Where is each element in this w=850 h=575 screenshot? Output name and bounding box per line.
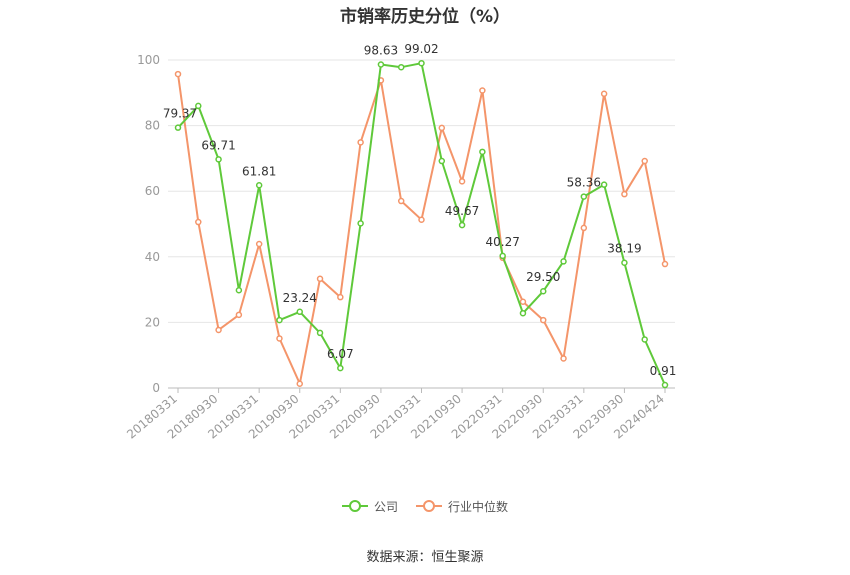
company-point <box>418 59 425 67</box>
industry-median-point <box>276 335 283 342</box>
company-point <box>438 157 446 165</box>
company-point <box>316 329 324 337</box>
company-point <box>499 252 506 260</box>
legend: 公司 行业中位数 <box>0 496 850 516</box>
y-tick-label: 100 <box>137 53 160 67</box>
data-label-layer: 79.37 69.71 61.81 23.24 6.07 98.63 99.02 49.67 4… <box>163 42 677 378</box>
industry-median-point <box>519 298 527 305</box>
company-point <box>519 309 527 317</box>
company-point <box>195 102 202 110</box>
industry-median-point <box>661 260 669 268</box>
legend-marker-company <box>341 500 368 512</box>
industry-median-point <box>418 216 425 223</box>
company-series-line <box>177 62 666 386</box>
company-point <box>235 287 243 294</box>
company-point <box>276 316 283 324</box>
industry-median-point <box>215 326 222 334</box>
axis-layer: 0204060801002018033120180930201903312019… <box>124 53 675 442</box>
y-tick-label: 40 <box>145 250 160 264</box>
company-point <box>621 259 628 266</box>
data-label: 40.27 <box>485 235 519 249</box>
industry-median-point <box>438 124 446 132</box>
data-source-note: 数据来源：恒生聚源 <box>366 550 484 565</box>
industry-median-point <box>174 70 182 78</box>
y-tick-label: 20 <box>145 315 160 329</box>
company-point <box>255 182 263 189</box>
industry-median-point <box>296 380 303 387</box>
data-label: 58.36 <box>567 176 601 190</box>
company-point <box>479 148 486 156</box>
company-point <box>661 381 669 389</box>
company-point <box>296 308 303 316</box>
company-point <box>357 220 364 227</box>
industry-median-point <box>458 178 466 185</box>
data-label: 23.24 <box>283 291 317 305</box>
company-point <box>600 181 608 188</box>
data-label: 38.19 <box>607 242 641 256</box>
data-label: 0.91 <box>650 364 677 378</box>
data-label: 79.37 <box>163 107 197 121</box>
company-point <box>397 63 405 71</box>
industry-median-point <box>195 218 202 226</box>
legend-label-company: 公司 <box>373 499 398 514</box>
legend-label-industry-median: 行业中位数 <box>448 499 509 514</box>
company-point <box>641 336 648 343</box>
company-point <box>337 364 344 372</box>
company-point <box>560 258 567 265</box>
industry-median-point <box>255 240 263 248</box>
industry-median-point <box>580 224 588 232</box>
industry-median-point <box>621 190 628 198</box>
data-label: 61.81 <box>242 164 276 178</box>
industry-median-point <box>560 355 567 362</box>
legend-item-industry-median[interactable]: 行业中位数 <box>416 498 508 515</box>
company-point <box>377 61 385 68</box>
company-point <box>580 193 588 200</box>
industry-median-point <box>641 157 648 165</box>
company-point <box>215 156 222 163</box>
y-tick-label: 0 <box>152 381 160 395</box>
industry-median-point <box>540 316 547 324</box>
industry-median-point <box>357 139 364 146</box>
legend-item-company[interactable]: 公司 <box>341 498 398 515</box>
industry-median-point <box>600 90 608 98</box>
data-label: 6.07 <box>327 347 354 361</box>
chart-title: 市销率历史分位（%） <box>339 7 511 27</box>
series-layer <box>174 59 669 389</box>
industry-median-point <box>397 197 405 205</box>
industry-median-point <box>479 87 486 94</box>
data-label: 29.50 <box>526 270 560 284</box>
data-label: 49.67 <box>445 204 479 218</box>
grid-layer <box>168 59 675 323</box>
industry-median-point <box>316 275 324 283</box>
legend-marker-industry-median <box>416 500 442 512</box>
company-point <box>458 221 466 229</box>
data-label: 69.71 <box>201 138 235 152</box>
company-point <box>540 287 547 295</box>
company-point <box>174 124 182 131</box>
data-label: 99.02 <box>404 42 438 56</box>
industry-median-point <box>337 293 344 301</box>
y-tick-label: 60 <box>145 184 160 198</box>
industry-median-point <box>235 311 243 319</box>
y-tick-label: 80 <box>145 119 160 133</box>
data-label: 98.63 <box>364 43 398 57</box>
